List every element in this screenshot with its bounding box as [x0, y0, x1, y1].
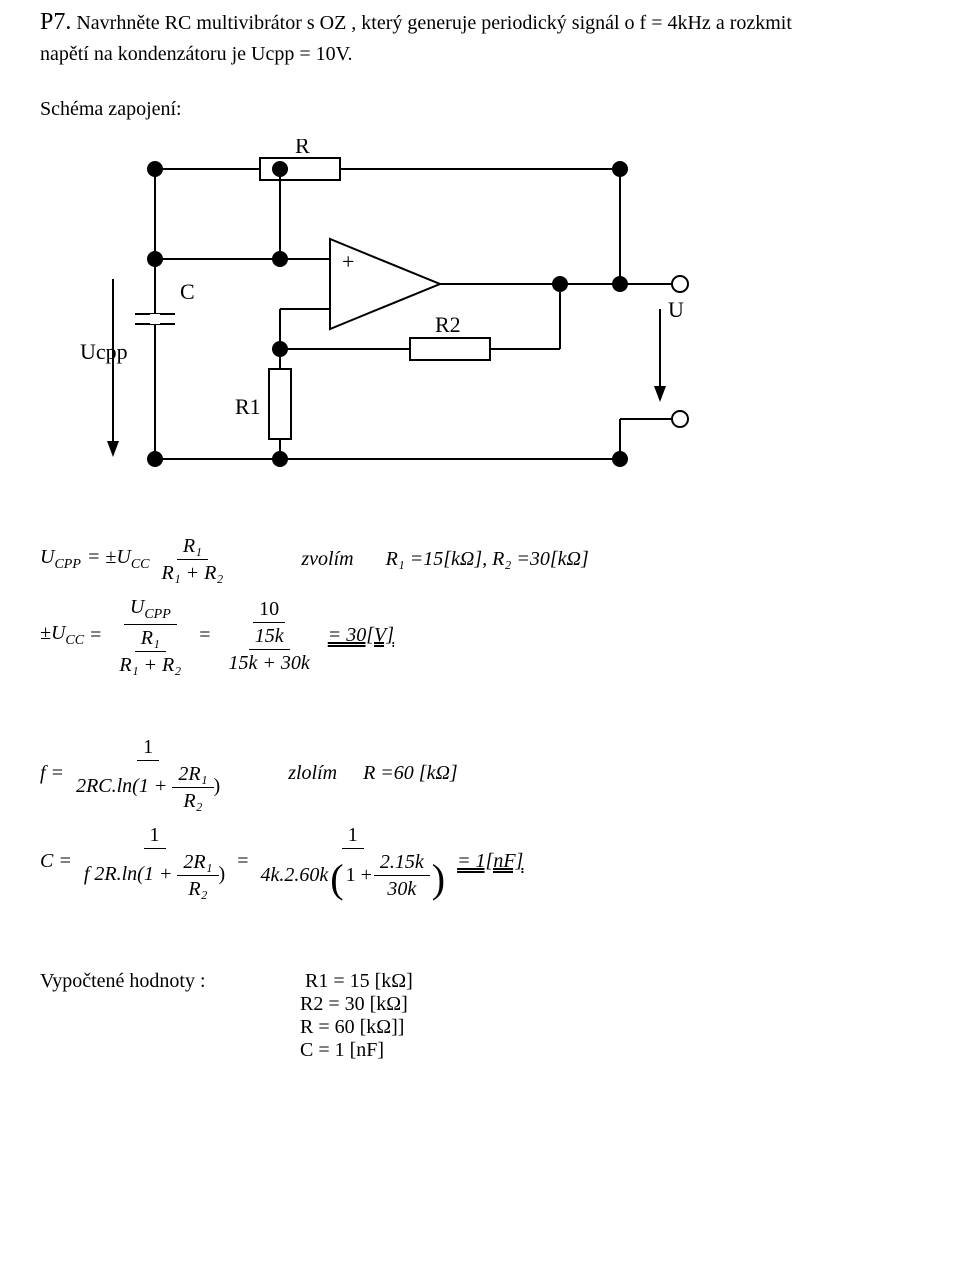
feq-den-post: ) — [214, 775, 221, 797]
label-ucpp: Ucpp — [80, 339, 128, 364]
feq-den-frac-den: R₂ — [177, 788, 208, 812]
eq2-f1-den-bot: R₁ + R₂ — [113, 652, 187, 676]
eq1-sub-cc: CC — [131, 557, 150, 572]
problem-line2: napětí na kondenzátoru je Ucpp = 10V. — [40, 43, 353, 65]
eq1-eq: = ±U — [87, 546, 131, 568]
ceq-lhs: C = — [40, 850, 72, 873]
eq1-den: R₁ + R₂ — [156, 560, 230, 584]
label-r: R — [295, 139, 310, 158]
ceq-f1-den-post: ) — [219, 863, 226, 885]
result-c: C = 1 [nF] — [300, 1039, 384, 1061]
problem-label: P7. — [40, 9, 71, 35]
feq-lhs: f = — [40, 762, 64, 785]
equation-block-2: f = 1 2RC.ln(1 + 2R₁ R₂ ) zlolím R =60 [… — [40, 736, 920, 900]
feq-num: 1 — [137, 736, 159, 761]
label-u: U — [668, 297, 684, 322]
zvolim-label: zvolím — [301, 548, 353, 571]
ceq-f1-num: 1 — [144, 824, 166, 849]
eq2-f1-num-sub: CPP — [144, 607, 170, 622]
eq2-eq1: = — [90, 624, 101, 647]
feq-den-pre: 2RC.ln(1 + — [76, 775, 172, 797]
result-r1: R1 = 15 [kΩ] — [305, 970, 413, 992]
label-c: C — [180, 279, 195, 304]
ceq-f1-den-frac-num: 2R₁ — [177, 851, 218, 876]
ceq-f1-den-frac-den: R₂ — [182, 876, 213, 900]
eq2-sub-cc: CC — [65, 633, 84, 648]
results-title: Vypočtené hodnoty : — [40, 970, 300, 993]
ceq-f2-num: 1 — [342, 824, 364, 849]
equation-block-1: UCPP = ±UCC R₁ R₁ + R₂ zvolím R₁ =15[kΩ]… — [40, 535, 920, 676]
result-r2: R2 = 30 [kΩ] — [300, 993, 408, 1015]
eq2-f1-num: U — [130, 596, 144, 618]
eq2-lhs: ±U — [40, 622, 65, 644]
label-r1: R1 — [235, 394, 261, 419]
feq-den-frac-num: 2R₁ — [172, 763, 213, 788]
eq2-f2-den-top: 15k — [249, 625, 290, 650]
zlolim-label: zlolím — [288, 762, 337, 785]
results-block: Vypočtené hodnoty : R1 = 15 [kΩ] R2 = 30… — [40, 970, 920, 1062]
ceq-mid: = — [237, 850, 248, 873]
result-r: R = 60 [kΩ]] — [300, 1016, 404, 1038]
r-choice: R =60 [kΩ] — [363, 762, 458, 785]
svg-text:+: + — [342, 249, 354, 274]
label-r2: R2 — [435, 312, 461, 337]
ceq-rhs: = 1[nF] — [457, 850, 523, 872]
circuit-diagram: + — [40, 139, 760, 499]
eq1-lhs: U — [40, 546, 54, 568]
eq2-rhs: = 30[V] — [328, 624, 394, 646]
problem-line1: Navrhněte RC multivibrátor s OZ , který … — [71, 12, 792, 34]
eq2-f1-den-top: R₁ — [135, 627, 166, 652]
eq2-mid: = — [199, 624, 210, 647]
ceq-f2-paren-den: 30k — [381, 876, 422, 900]
eq1-num: R₁ — [177, 535, 208, 560]
eq2-f2-den-bot: 15k + 30k — [223, 650, 316, 674]
eq1-choice: R₁ =15[kΩ], R₂ =30[kΩ] — [386, 548, 589, 571]
ceq-f2-den-pre: 4k.2.60k — [260, 864, 328, 886]
problem-statement: P7. Navrhněte RC multivibrátor s OZ , kt… — [40, 6, 920, 68]
ceq-f2-paren-num: 2.15k — [374, 851, 430, 876]
eq1-sub-cpp: CPP — [54, 557, 80, 572]
eq2-f2-num: 10 — [253, 598, 285, 623]
schema-heading: Schéma zapojení: — [40, 98, 920, 121]
ceq-f1-den-pre: f 2R.ln(1 + — [84, 863, 178, 885]
